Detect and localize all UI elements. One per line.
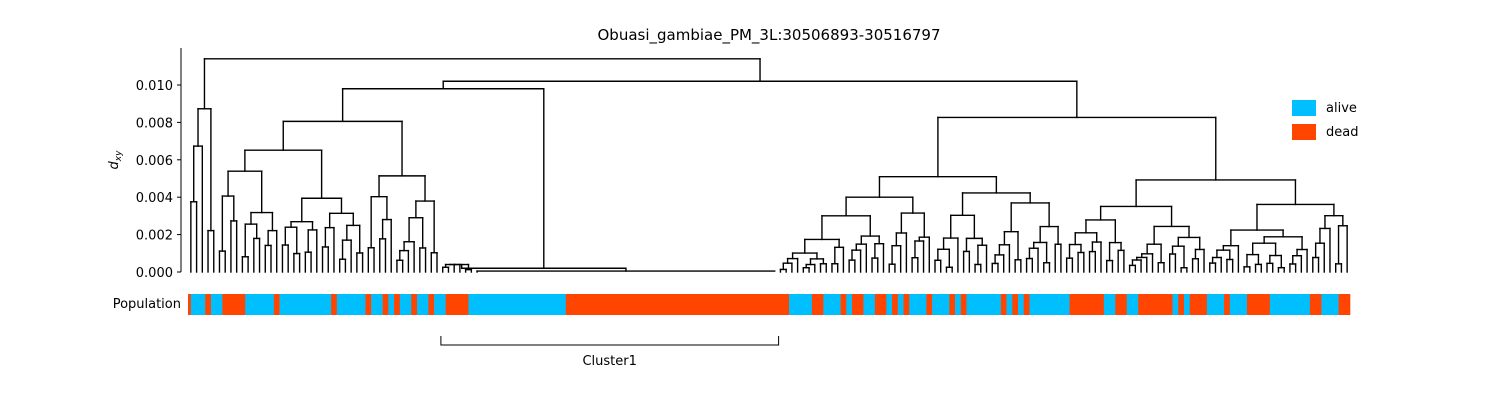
y-tick-label: 0.000 — [136, 266, 173, 281]
population-segment-alive — [416, 294, 429, 315]
population-segment-dead — [840, 294, 847, 315]
y-tick-label: 0.002 — [136, 229, 173, 244]
population-segment-alive — [388, 294, 395, 315]
population-segment-dead — [331, 294, 338, 315]
population-segment-dead — [1069, 294, 1105, 315]
y-axis: 0.000 0.002 0.004 0.006 0.008 0.010 — [136, 48, 182, 281]
population-segment-dead — [1012, 294, 1019, 315]
population-segment-alive — [245, 294, 275, 315]
population-segment-dead — [273, 294, 280, 315]
population-segment-dead — [1189, 294, 1208, 315]
population-segment-alive — [279, 294, 332, 315]
y-tick-label: 0.010 — [136, 79, 173, 94]
population-segment-alive — [1029, 294, 1070, 315]
population-segment-alive — [1184, 294, 1191, 315]
y-axis-label-main: d — [107, 160, 122, 169]
population-segment-alive — [789, 294, 813, 315]
population-segment-dead — [852, 294, 864, 315]
population-segment-alive — [1321, 294, 1339, 315]
population-segment-dead — [565, 294, 790, 315]
population-segment-dead — [205, 294, 212, 315]
cluster-annotation: Cluster1 — [440, 336, 780, 369]
legend: alive dead — [1292, 100, 1358, 140]
population-segment-alive — [932, 294, 950, 315]
population-segment-dead — [428, 294, 435, 315]
population-segment-dead — [1023, 294, 1030, 315]
population-segment-alive — [886, 294, 893, 315]
population-segment-alive — [468, 294, 567, 315]
population-segment-dead — [1138, 294, 1173, 315]
population-segment-alive — [1018, 294, 1025, 315]
population-segment-dead — [811, 294, 824, 315]
population-bar — [188, 294, 1351, 315]
population-segment-dead — [1338, 294, 1351, 315]
population-segment-alive — [1172, 294, 1179, 315]
population-segment-dead — [1000, 294, 1007, 315]
legend-swatch-dead — [1292, 124, 1316, 140]
population-segment-dead — [1246, 294, 1271, 315]
population-segment-dead — [188, 294, 192, 315]
population-segment-alive — [1269, 294, 1311, 315]
population-segment-alive — [210, 294, 223, 315]
population-segment-dead — [365, 294, 372, 315]
population-segment-alive — [399, 294, 412, 315]
y-tick-label: 0.004 — [136, 191, 173, 206]
cluster-bracket — [440, 336, 780, 346]
population-segment-alive — [1126, 294, 1139, 315]
population-segment-dead — [1309, 294, 1322, 315]
population-segment-dead — [874, 294, 887, 315]
population-segment-dead — [382, 294, 389, 315]
population-segment-dead — [1178, 294, 1185, 315]
population-segment-dead — [903, 294, 910, 315]
population-segment-alive — [1006, 294, 1013, 315]
population-label: Population — [113, 297, 181, 312]
population-segment-dead — [394, 294, 401, 315]
legend-label-alive: alive — [1326, 101, 1357, 116]
legend-label-dead: dead — [1326, 125, 1358, 140]
y-tick-label: 0.006 — [136, 154, 173, 169]
population-segment-alive — [955, 294, 962, 315]
population-segment-alive — [1103, 294, 1116, 315]
population-segment-dead — [926, 294, 933, 315]
population-segment-dead — [222, 294, 246, 315]
cluster-label: Cluster1 — [582, 354, 636, 369]
population-segment-dead — [949, 294, 956, 315]
population-segment-alive — [190, 294, 206, 315]
dendrogram-links — [190, 58, 1348, 273]
population-segment-alive — [823, 294, 841, 315]
y-axis-label-subscript: xy — [114, 150, 124, 162]
chart-title: Obuasi_gambiae_PM_3L:30506893-30516797 — [598, 26, 941, 45]
population-segment-alive — [371, 294, 383, 315]
population-segment-alive — [434, 294, 446, 315]
population-segment-dead — [1224, 294, 1231, 315]
population-segment-dead — [892, 294, 899, 315]
population-segment-alive — [336, 294, 366, 315]
population-segment-dead — [960, 294, 967, 315]
y-axis-label: dxy — [107, 150, 124, 170]
population-segment-dead — [411, 294, 418, 315]
population-segment-alive — [966, 294, 1002, 315]
population-segment-alive — [846, 294, 853, 315]
y-tick-label: 0.008 — [136, 116, 173, 131]
population-segment-alive — [1206, 294, 1225, 315]
legend-swatch-alive — [1292, 100, 1316, 116]
population-segment-alive — [863, 294, 876, 315]
population-segment-dead — [445, 294, 469, 315]
population-segment-alive — [897, 294, 904, 315]
population-segment-alive — [1229, 294, 1248, 315]
population-segment-dead — [1115, 294, 1128, 315]
population-segment-alive — [909, 294, 927, 315]
